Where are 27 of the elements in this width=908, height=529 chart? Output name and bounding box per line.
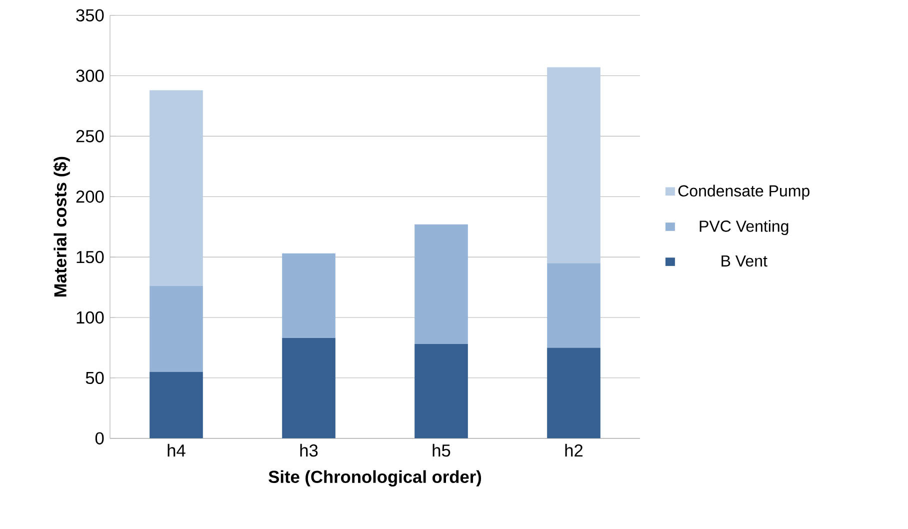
y-tick-label: 300	[76, 69, 104, 82]
text: B Vent	[722, 255, 768, 266]
y-tick-label: 0	[95, 432, 104, 444]
bar	[150, 372, 203, 438]
x-tick-label: h3	[300, 444, 318, 456]
legend-label: Condensate Pump	[678, 184, 810, 200]
x-axis-title: Site (Chronological order)	[268, 470, 482, 486]
x-tick-label: h2	[565, 444, 583, 456]
x-tick-label: h4	[168, 444, 186, 456]
y-tick-label: 200	[76, 190, 104, 203]
y-tick-label: 350	[76, 9, 104, 22]
bar	[547, 262, 600, 348]
bar	[414, 224, 468, 344]
y-tick-label: 100	[76, 311, 104, 324]
bar	[414, 344, 468, 438]
y-tick-label: 250	[76, 130, 104, 142]
bar	[547, 67, 600, 263]
y-axis-title: Material costs ($)	[53, 156, 70, 296]
bar	[282, 253, 336, 338]
bar	[547, 348, 600, 438]
bar	[150, 90, 203, 286]
y-tick-label: 150	[76, 250, 104, 264]
bar	[282, 338, 336, 438]
bar	[150, 286, 203, 372]
legend-label: PVC Venting	[700, 220, 788, 235]
y-tick-label: 50	[86, 372, 104, 384]
x-tick-label: h5	[432, 444, 450, 456]
